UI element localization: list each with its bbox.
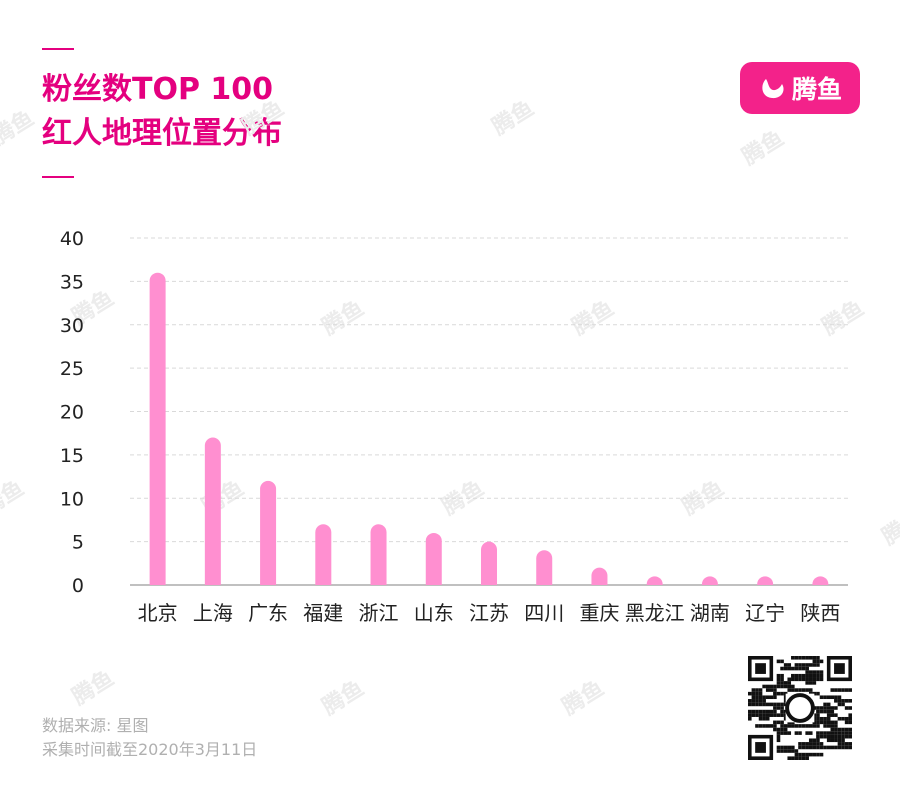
watermark: 腾鱼 <box>558 675 609 721</box>
x-tick-label: 福建 <box>303 601 343 625</box>
x-tick-label: 陕西 <box>800 601 840 625</box>
y-tick-label: 10 <box>60 488 84 510</box>
x-tick-label: 湖南 <box>690 601 730 625</box>
x-tick-label: 上海 <box>193 601 233 625</box>
x-tick-label: 北京 <box>138 601 178 625</box>
y-tick-label: 5 <box>72 532 84 554</box>
y-tick-label: 35 <box>60 271 84 293</box>
watermark: 腾鱼 <box>318 675 369 721</box>
bar-10 <box>646 576 663 585</box>
logo-text: 腾鱼 <box>791 75 842 104</box>
data-source: 数据来源: 星图 <box>42 716 149 735</box>
y-tick-label: 20 <box>60 402 84 424</box>
bar-4 <box>315 524 332 585</box>
y-tick-label: 15 <box>60 445 84 467</box>
qr-center-logo-icon <box>785 693 815 723</box>
bar-2 <box>204 437 221 585</box>
bar-13 <box>812 576 829 585</box>
bar-chart: 0 5 10 15 20 25 30 35 40 北京 上海 广东 福建 浙江 山东 江苏 四川 重庆 黑龙江 湖南辽… <box>60 228 848 625</box>
y-tick-label: 40 <box>60 228 84 250</box>
x-tick-label: 浙江 <box>359 601 399 625</box>
x-tick-label: 辽宁 <box>745 601 785 625</box>
title-line-1: 粉丝数TOP 100 <box>42 72 274 107</box>
chart-title: 粉丝数TOP 100 红人地理位置分布 <box>42 68 282 156</box>
bar-7 <box>481 541 497 585</box>
x-tick-label: 广东 <box>248 601 288 625</box>
bar-6 <box>425 532 442 585</box>
x-tick-label: 江苏 <box>469 601 509 625</box>
title-line-2: 红人地理位置分布 <box>42 116 282 151</box>
watermark: 腾鱼 <box>68 665 119 711</box>
fish-logo-icon <box>762 79 784 99</box>
bar-5 <box>370 524 387 585</box>
bar-9 <box>591 567 608 585</box>
y-tick-label: 0 <box>72 575 84 597</box>
x-tick-label: 四川 <box>524 601 564 625</box>
title-bottom-line <box>42 176 74 178</box>
y-tick-label: 25 <box>60 358 84 380</box>
y-tick-label: 30 <box>60 315 84 337</box>
qr-code <box>748 656 852 760</box>
collection-date: 采集时间截至2020年3月11日 <box>42 740 258 759</box>
bar-1 <box>149 272 166 585</box>
bar-12 <box>757 576 774 585</box>
x-tick-label: 重庆 <box>579 601 619 625</box>
bar-8 <box>536 550 553 585</box>
bar-11 <box>701 576 718 585</box>
title-top-line <box>42 48 74 50</box>
footer: 数据来源: 星图 采集时间截至2020年3月11日 <box>42 714 257 762</box>
x-tick-label: 山东 <box>414 601 454 625</box>
x-tick-label: 黑龙江 <box>625 601 685 625</box>
brand-logo: 腾鱼 <box>740 62 860 114</box>
bar-3 <box>260 480 277 585</box>
